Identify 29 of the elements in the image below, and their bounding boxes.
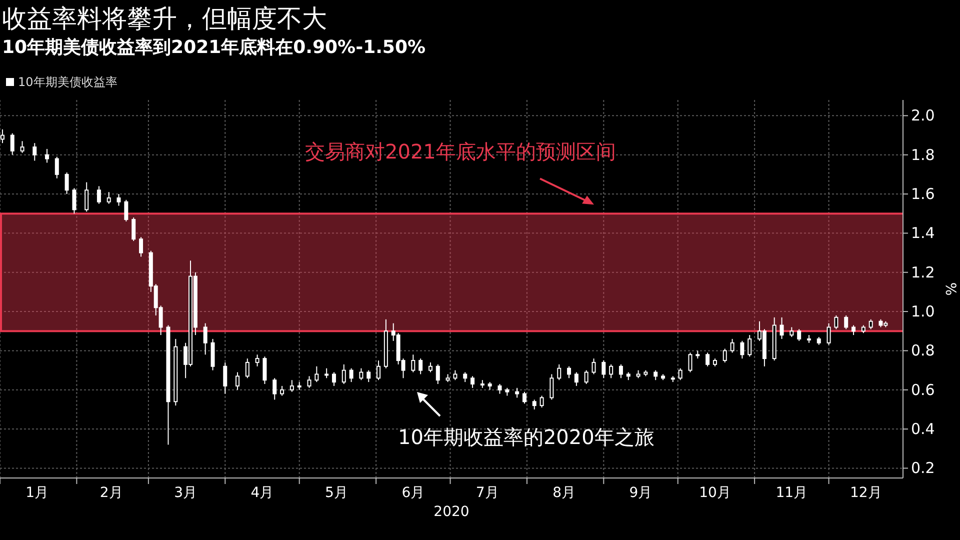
chart-title: 收益率料将攀升，但幅度不大 [2,4,327,33]
x-tick-label: 7月 [476,485,499,501]
y-tick-label: 2.0 [911,106,935,125]
annotation: 10年期收益率的2020年之旅 [398,425,654,449]
legend-label: 10年期美债收益率 [18,75,118,89]
y-tick-label: 0.8 [911,342,935,360]
x-tick-label: 1月 [26,485,49,501]
x-tick-label: 11月 [776,485,808,501]
x-tick-label: 6月 [402,485,425,501]
y-tick-label: 1.2 [911,263,935,282]
y-tick-label: 1.4 [911,224,935,242]
y-tick-label: 0.6 [911,380,935,399]
x-tick-label: 12月 [850,485,882,501]
x-tick-label: 8月 [552,485,576,501]
y-tick-label: 1.6 [911,185,935,204]
x-axis-title: 2020 [434,504,470,520]
y-tick-label: 1.8 [911,146,935,164]
x-tick-label: 3月 [174,485,198,501]
chart-subtitle: 10年期美债收益率到2021年底料在0.90%-1.50% [2,37,426,58]
x-tick-label: 5月 [325,485,348,501]
x-tick-label: 9月 [629,485,652,501]
y-tick-label: 1.0 [911,302,935,321]
x-tick-label: 4月 [250,485,274,501]
y-axis-title: % [942,282,958,296]
y-tick-label: 0.2 [911,459,935,478]
y-tick-label: 0.4 [911,420,935,438]
x-tick-label: 2月 [100,485,123,501]
band-label: 交易商对2021年底水平的预测区间 [305,140,616,164]
x-tick-label: 10月 [699,485,731,501]
